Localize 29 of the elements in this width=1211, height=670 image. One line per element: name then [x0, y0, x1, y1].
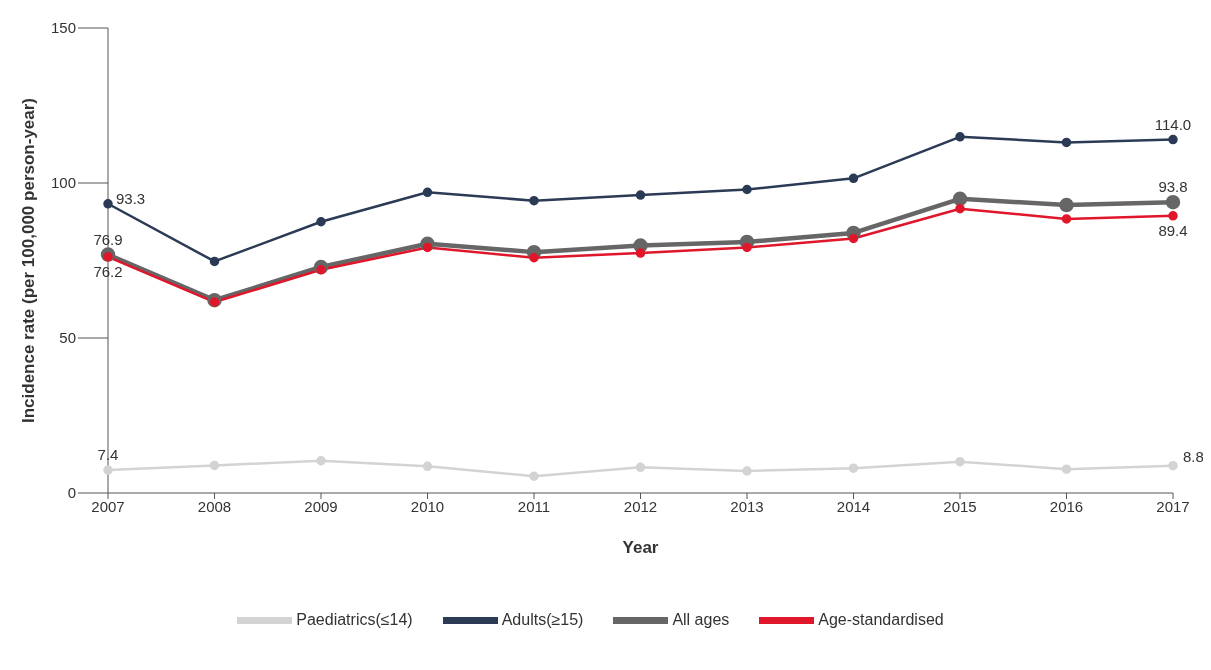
data-label: 93.3 — [116, 189, 146, 207]
legend-label: Age-standardised — [818, 610, 944, 628]
x-tick-label: 2012 — [623, 497, 658, 515]
y-tick-label: 0 — [67, 484, 76, 502]
x-tick-label: 2007 — [91, 497, 125, 515]
y-tick-label: 50 — [59, 329, 76, 347]
data-label: 114.0 — [1154, 115, 1192, 133]
data-label: 76.9 — [93, 230, 123, 248]
y-tick-label: 100 — [50, 174, 76, 192]
data-label: 93.8 — [1158, 178, 1188, 196]
legend-label: Paediatrics(≤14) — [296, 610, 413, 628]
x-tick-label: 2016 — [1049, 497, 1084, 515]
data-label: 7.4 — [97, 446, 119, 464]
x-tick-label: 2011 — [517, 497, 551, 515]
x-tick-label: 2015 — [943, 497, 977, 515]
x-tick-label: 2014 — [836, 497, 871, 515]
legend-label: Adults(≥15) — [501, 610, 584, 628]
data-label: 76.2 — [93, 262, 123, 280]
y-tick-label: 150 — [50, 19, 76, 37]
legend-label: All ages — [672, 610, 730, 628]
data-label: 8.8 — [1183, 447, 1204, 465]
x-tick-label: 2017 — [1156, 497, 1190, 515]
data-label: 89.4 — [1158, 221, 1188, 239]
x-axis-title: Year — [622, 538, 659, 557]
x-tick-label: 2008 — [197, 497, 232, 515]
x-tick-label: 2013 — [730, 497, 764, 515]
x-tick-label: 2009 — [304, 497, 338, 515]
y-axis-title: Incidence rate (per 100,000 person-year) — [19, 97, 39, 424]
x-tick-label: 2010 — [410, 497, 445, 515]
